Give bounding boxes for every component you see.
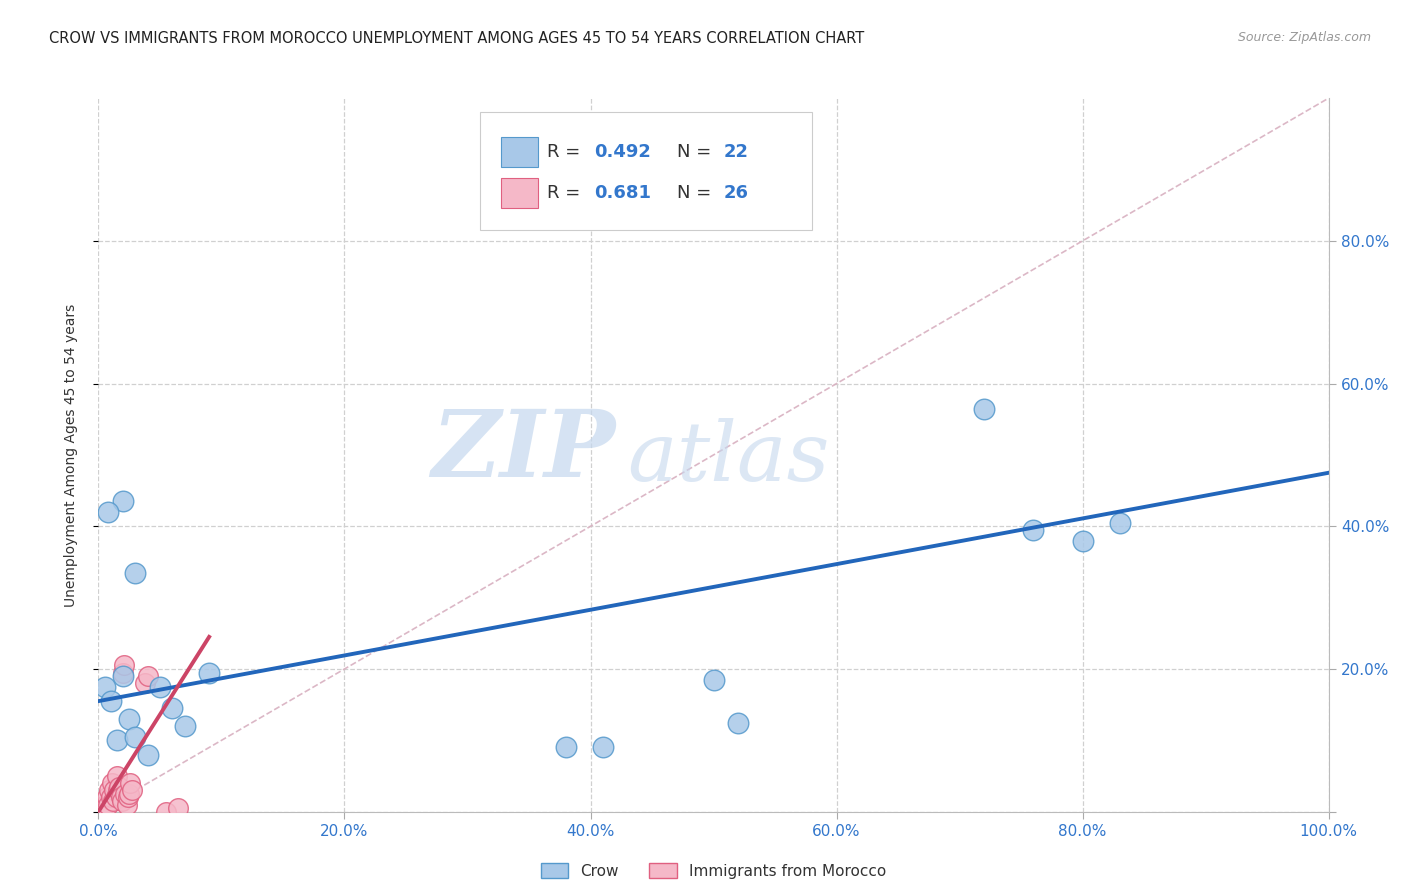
Point — [124, 730, 146, 744]
Point — [1022, 523, 1045, 537]
Point — [100, 694, 122, 708]
Point — [118, 787, 141, 801]
Point — [124, 566, 146, 580]
Point — [162, 701, 183, 715]
Point — [118, 712, 141, 726]
FancyBboxPatch shape — [501, 178, 537, 208]
Point — [111, 794, 134, 808]
Point — [105, 769, 128, 783]
Point — [100, 790, 122, 805]
Point — [155, 805, 177, 819]
FancyBboxPatch shape — [501, 136, 537, 167]
Point — [703, 673, 725, 687]
Point — [104, 790, 127, 805]
Text: N =: N = — [676, 184, 717, 202]
Point — [134, 676, 156, 690]
Text: 26: 26 — [724, 184, 748, 202]
Point — [136, 747, 159, 762]
Point — [93, 680, 115, 694]
Point — [198, 665, 221, 680]
Text: 0.492: 0.492 — [595, 143, 651, 161]
Point — [555, 740, 578, 755]
Text: R =: R = — [547, 143, 586, 161]
Point — [96, 790, 118, 805]
Point — [114, 787, 136, 801]
Point — [149, 680, 172, 694]
Point — [97, 797, 120, 812]
Text: atlas: atlas — [627, 418, 830, 499]
Point — [103, 794, 125, 808]
Point — [973, 401, 995, 416]
Text: 0.681: 0.681 — [595, 184, 651, 202]
Point — [121, 783, 143, 797]
Point — [98, 783, 121, 797]
Point — [110, 790, 132, 805]
Point — [105, 733, 128, 747]
Point — [120, 776, 142, 790]
Point — [592, 740, 614, 755]
Point — [1108, 516, 1130, 530]
Point — [117, 790, 139, 805]
Point — [112, 494, 135, 508]
FancyBboxPatch shape — [479, 112, 813, 230]
Text: 22: 22 — [724, 143, 748, 161]
Text: R =: R = — [547, 184, 586, 202]
Point — [173, 719, 195, 733]
Point — [101, 776, 124, 790]
Point — [112, 658, 135, 673]
Point — [112, 669, 135, 683]
Point — [107, 783, 129, 797]
Point — [167, 801, 190, 815]
Point — [112, 665, 135, 680]
Point — [1071, 533, 1094, 548]
Y-axis label: Unemployment Among Ages 45 to 54 years: Unemployment Among Ages 45 to 54 years — [63, 303, 77, 607]
Point — [103, 783, 125, 797]
Point — [93, 797, 115, 812]
Point — [115, 797, 138, 812]
Legend: Crow, Immigrants from Morocco: Crow, Immigrants from Morocco — [533, 855, 894, 886]
Point — [136, 669, 159, 683]
Text: N =: N = — [676, 143, 717, 161]
Text: Source: ZipAtlas.com: Source: ZipAtlas.com — [1237, 31, 1371, 45]
Point — [727, 715, 749, 730]
Point — [108, 780, 131, 794]
Text: ZIP: ZIP — [430, 407, 616, 496]
Text: CROW VS IMMIGRANTS FROM MOROCCO UNEMPLOYMENT AMONG AGES 45 TO 54 YEARS CORRELATI: CROW VS IMMIGRANTS FROM MOROCCO UNEMPLOY… — [49, 31, 865, 46]
Point — [97, 505, 120, 519]
